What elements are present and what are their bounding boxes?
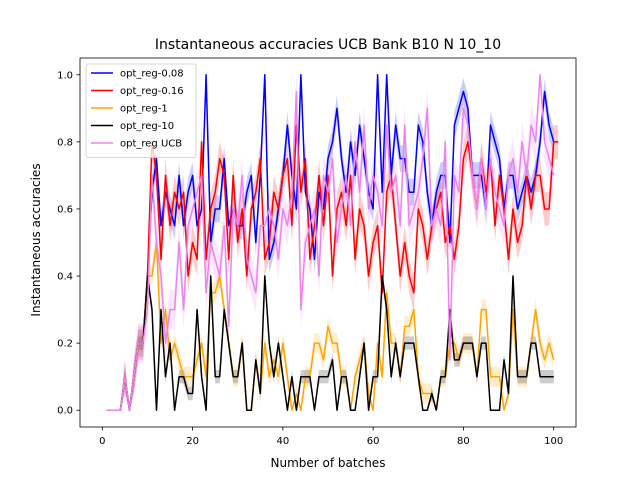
y-tick-label: 1.0	[57, 70, 73, 81]
chart-title: Instantaneous accuracies UCB Bank B10 N …	[155, 37, 501, 53]
legend: opt_reg-0.08 opt_reg-0.16 opt_reg-1 opt_reg…	[85, 63, 197, 158]
series-line-3	[106, 275, 554, 411]
x-tick-label: 100	[544, 436, 563, 447]
x-tick-label: 0	[99, 436, 105, 447]
series-lines	[106, 74, 559, 411]
y-tick-label: 0.0	[57, 406, 73, 417]
series-line-4	[106, 74, 555, 411]
legend-box	[85, 63, 197, 158]
legend-label-0: opt_reg-0.08	[120, 69, 184, 80]
series-band-2	[106, 232, 554, 411]
series-band-0	[106, 74, 554, 411]
legend-label-4: opt_reg UCB	[120, 139, 182, 150]
confidence-bands	[106, 71, 559, 411]
y-tick-label: 0.4	[57, 272, 73, 283]
series-line-2	[106, 241, 555, 411]
y-tick-label: 0.8	[57, 137, 73, 148]
axes: 0 20 40 60 80 100 0.0 0.2 0.4 0.6 0.8 1.0	[57, 57, 577, 447]
y-tick-label: 0.6	[57, 204, 73, 215]
legend-label-1: opt_reg-0.16	[120, 86, 184, 97]
x-tick-label: 60	[367, 436, 380, 447]
series-band-1	[106, 108, 559, 411]
x-tick-label: 80	[457, 436, 470, 447]
y-axis-label: Instantaneous accuracies	[29, 163, 43, 316]
y-tick-label: 0.2	[57, 339, 73, 350]
legend-label-2: opt_reg-1	[120, 104, 168, 115]
x-tick-label: 20	[186, 436, 199, 447]
series-band-3	[106, 269, 554, 411]
x-tick-label: 40	[277, 436, 290, 447]
legend-label-3: opt_reg-10	[120, 121, 174, 132]
plot-frame	[79, 57, 577, 428]
x-axis-label: Number of batches	[271, 456, 386, 470]
